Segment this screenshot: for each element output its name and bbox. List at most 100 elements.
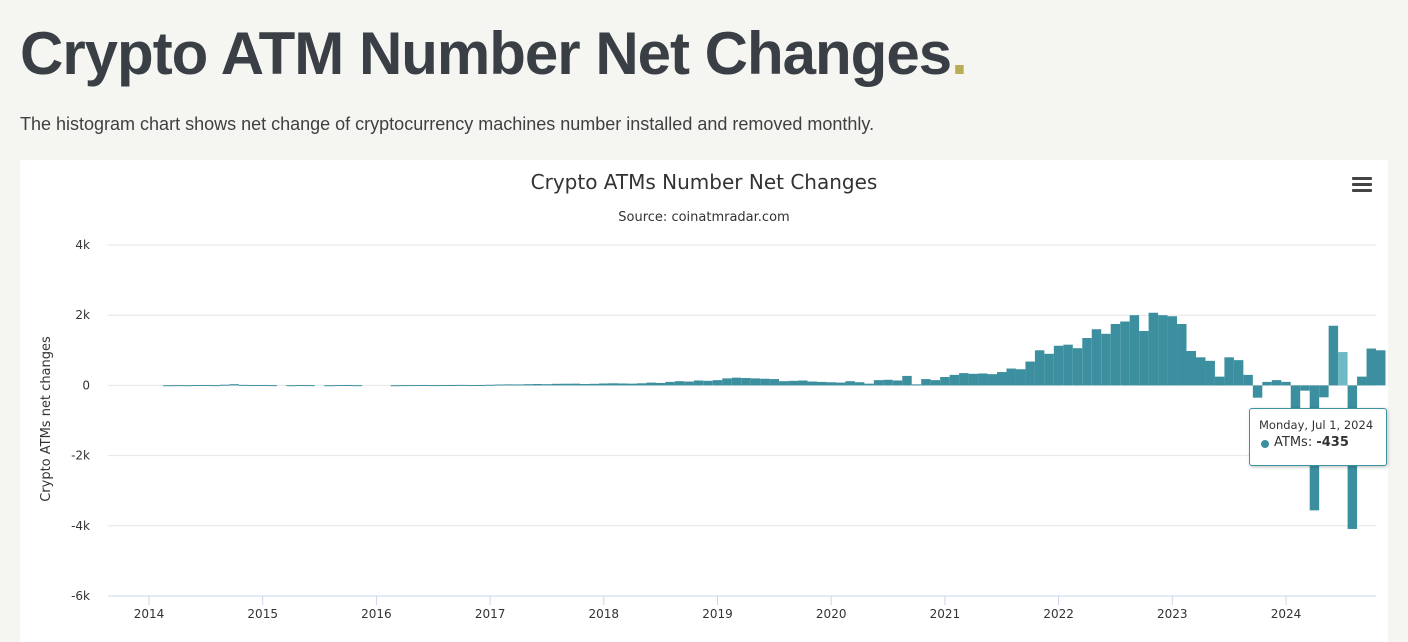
bar-2018-11[interactable]	[693, 380, 704, 386]
bar-2019-03[interactable]	[731, 377, 742, 386]
bar-2023-12[interactable]	[1271, 380, 1282, 386]
bar-2021-10[interactable]	[1025, 361, 1035, 386]
bar-2018-02[interactable]	[608, 383, 619, 386]
bar-2024-06[interactable]	[1328, 325, 1339, 386]
bar-2019-06[interactable]	[760, 378, 770, 386]
bar-2018-05[interactable]	[636, 383, 647, 386]
bar-2017-11[interactable]	[580, 384, 590, 386]
bar-2018-06[interactable]	[646, 382, 656, 386]
bar-2022-11[interactable]	[1148, 312, 1159, 386]
bar-2024-01[interactable]	[1281, 381, 1291, 386]
bar-2023-02[interactable]	[1177, 323, 1187, 386]
bar-2014-09[interactable]	[220, 384, 230, 386]
bar-2021-09[interactable]	[1015, 369, 1026, 386]
bar-2023-10[interactable]	[1252, 385, 1263, 398]
bar-2018-04[interactable]	[627, 383, 637, 386]
bar-2020-09[interactable]	[902, 375, 912, 386]
bar-2019-04[interactable]	[741, 378, 751, 386]
bar-2014-12[interactable]	[248, 385, 258, 387]
bar-series[interactable]	[163, 312, 1388, 529]
bar-2014-10[interactable]	[229, 384, 240, 386]
bar-2014-05[interactable]	[182, 385, 192, 387]
bar-2021-04[interactable]	[968, 373, 979, 386]
bar-2017-09[interactable]	[561, 383, 571, 386]
bar-2024-05[interactable]	[1319, 385, 1329, 398]
bar-2016-11[interactable]	[466, 385, 476, 387]
bar-2016-10[interactable]	[456, 384, 467, 386]
bar-2021-01[interactable]	[940, 376, 950, 386]
bar-2023-08[interactable]	[1233, 360, 1244, 386]
bar-2024-09[interactable]	[1357, 376, 1367, 386]
bar-2021-05[interactable]	[978, 373, 988, 386]
bar-2016-05[interactable]	[409, 385, 420, 387]
bar-2014-08[interactable]	[210, 385, 221, 387]
bar-2021-07[interactable]	[997, 372, 1007, 386]
bar-2021-03[interactable]	[959, 373, 969, 386]
bar-2021-12[interactable]	[1044, 353, 1054, 386]
bar-2021-08[interactable]	[1006, 368, 1016, 386]
bar-2023-07[interactable]	[1224, 357, 1234, 386]
bar-2015-01[interactable]	[257, 384, 268, 386]
bar-2019-01[interactable]	[712, 380, 723, 386]
bar-2018-12[interactable]	[703, 380, 713, 386]
bar-2016-09[interactable]	[447, 384, 457, 386]
bar-2019-11[interactable]	[807, 381, 817, 386]
bar-2018-03[interactable]	[618, 383, 628, 386]
bar-2017-02[interactable]	[494, 384, 505, 386]
bar-2024-11[interactable]	[1376, 350, 1386, 386]
bar-2018-07[interactable]	[655, 382, 666, 386]
bar-2014-07[interactable]	[201, 384, 211, 386]
bar-2014-06[interactable]	[191, 385, 202, 387]
bar-2023-05[interactable]	[1205, 360, 1215, 386]
bar-2014-03[interactable]	[163, 385, 173, 387]
bar-2020-01[interactable]	[826, 382, 836, 386]
bar-2015-11[interactable]	[352, 385, 363, 387]
bar-2020-06[interactable]	[873, 380, 884, 386]
bar-2024-03[interactable]	[1300, 385, 1310, 391]
bar-2015-09[interactable]	[333, 385, 344, 387]
bar-2020-07[interactable]	[883, 379, 893, 386]
bar-2022-09[interactable]	[1129, 315, 1140, 386]
bar-2021-06[interactable]	[987, 374, 998, 386]
bar-2017-04[interactable]	[513, 384, 524, 386]
bar-2018-01[interactable]	[599, 383, 609, 386]
bar-2020-05[interactable]	[864, 383, 874, 386]
bar-2016-12[interactable]	[475, 384, 486, 386]
bar-2023-09[interactable]	[1243, 374, 1253, 386]
bar-2022-06[interactable]	[1101, 333, 1111, 386]
bar-2022-01[interactable]	[1053, 345, 1064, 386]
bar-2020-04[interactable]	[854, 382, 865, 386]
bar-2023-01[interactable]	[1167, 316, 1178, 386]
bar-2023-06[interactable]	[1214, 376, 1225, 386]
bar-2014-04[interactable]	[172, 385, 183, 387]
bar-2017-01[interactable]	[485, 384, 495, 386]
bar-2020-10[interactable]	[911, 384, 922, 386]
bar-2016-04[interactable]	[400, 385, 410, 387]
bar-2015-04[interactable]	[286, 385, 296, 387]
bar-2022-08[interactable]	[1120, 321, 1130, 386]
bar-2018-10[interactable]	[684, 381, 694, 386]
bar-2017-06[interactable]	[532, 384, 543, 386]
bar-2019-02[interactable]	[722, 378, 732, 386]
bar-2017-12[interactable]	[589, 383, 600, 386]
bar-2020-12[interactable]	[930, 380, 941, 386]
bar-2020-11[interactable]	[921, 379, 931, 386]
bar-2022-02[interactable]	[1063, 344, 1073, 386]
bar-2024-10[interactable]	[1366, 348, 1377, 386]
bar-2016-08[interactable]	[437, 385, 448, 387]
bar-2019-08[interactable]	[779, 381, 789, 386]
bar-2017-05[interactable]	[523, 384, 533, 386]
bar-2015-06[interactable]	[305, 385, 315, 387]
bar-2021-02[interactable]	[949, 374, 960, 386]
bar-2021-11[interactable]	[1034, 350, 1045, 386]
bar-2022-10[interactable]	[1139, 331, 1149, 386]
bar-2017-08[interactable]	[551, 383, 562, 386]
bar-2019-07[interactable]	[769, 379, 780, 386]
bar-2022-05[interactable]	[1091, 329, 1102, 386]
bar-2015-05[interactable]	[295, 385, 306, 387]
bar-2017-03[interactable]	[504, 384, 514, 386]
bar-2023-11[interactable]	[1262, 381, 1272, 386]
bar-2016-06[interactable]	[419, 384, 429, 386]
bar-2022-12[interactable]	[1158, 315, 1168, 386]
bar-2017-07[interactable]	[542, 384, 552, 386]
